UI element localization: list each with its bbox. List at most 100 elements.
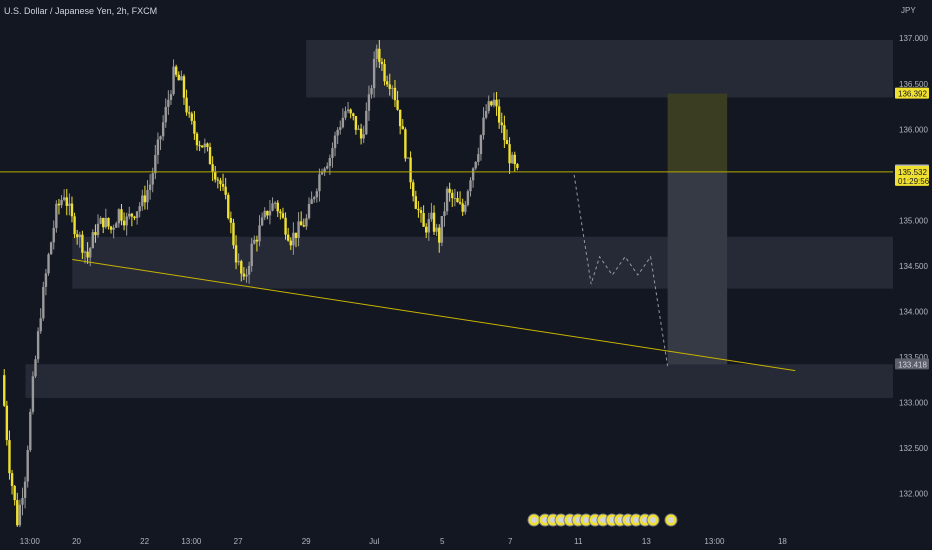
- candle-body: [469, 180, 472, 192]
- candle-body: [167, 99, 170, 107]
- candle-body: [419, 210, 423, 213]
- time-tick: 13:00: [20, 537, 41, 546]
- candle-body: [331, 148, 334, 159]
- candle-body: [177, 74, 180, 81]
- candle-body: [130, 213, 134, 217]
- candle-body: [276, 202, 279, 212]
- candle-body: [75, 234, 79, 238]
- candle-body: [409, 157, 412, 183]
- candle-body: [513, 154, 516, 165]
- candle-body: [289, 240, 292, 246]
- time-tick: 11: [574, 537, 583, 546]
- price-tick: 137.000: [899, 34, 928, 43]
- candle-body: [503, 125, 506, 141]
- candle-body: [385, 81, 389, 85]
- candle-body: [221, 184, 225, 187]
- candle-body: [445, 188, 449, 212]
- candle-body: [227, 194, 230, 219]
- candle-body: [299, 221, 303, 226]
- candle-body: [245, 274, 248, 277]
- candle-body: [73, 216, 76, 235]
- candle-body: [354, 115, 358, 130]
- candle-body: [3, 375, 6, 406]
- candle-body: [500, 122, 503, 126]
- candle-body: [425, 226, 428, 233]
- candle-body: [104, 217, 108, 228]
- candle-body: [302, 225, 305, 227]
- candle-body: [99, 217, 102, 224]
- price-tick: 134.000: [899, 307, 928, 316]
- entry-price-tag: [895, 87, 929, 99]
- candle-body: [388, 84, 391, 89]
- candle-body: [414, 196, 418, 209]
- candle-body: [240, 261, 243, 274]
- candle-body: [510, 154, 514, 164]
- candle-body: [47, 254, 50, 274]
- candle-body: [55, 203, 58, 228]
- candle-body: [461, 203, 464, 212]
- candle-body: [208, 147, 212, 165]
- price-tick: 135.000: [899, 216, 928, 225]
- event-dot-icon: [592, 517, 598, 523]
- candle-body: [5, 405, 9, 441]
- candle-body: [214, 171, 217, 180]
- candle-body: [508, 144, 511, 164]
- candle-body: [247, 265, 251, 275]
- candle-body: [62, 197, 66, 200]
- candle-body: [135, 211, 139, 219]
- candle-body: [107, 217, 110, 227]
- countdown-text: 01:29:56: [898, 177, 930, 186]
- profit-box: [667, 93, 728, 172]
- time-tick: 20: [72, 537, 81, 546]
- candle-body: [156, 139, 160, 155]
- candle-body: [406, 157, 410, 159]
- candle-body: [492, 99, 496, 106]
- candle-body: [159, 136, 162, 140]
- candle-body: [234, 245, 238, 263]
- economic-events[interactable]: [527, 513, 678, 527]
- event-dot-icon: [668, 517, 674, 523]
- candle-body: [190, 113, 193, 121]
- candle-body: [198, 145, 201, 147]
- candle-body: [96, 223, 100, 236]
- candle-body: [70, 203, 74, 217]
- candle-body: [187, 112, 191, 114]
- event-dot-icon: [609, 517, 615, 523]
- candle-body: [174, 66, 178, 75]
- candle-body: [83, 251, 87, 253]
- candle-body: [422, 212, 425, 227]
- candle-body: [297, 221, 300, 238]
- candle-body: [36, 331, 40, 360]
- candle-body: [195, 133, 199, 146]
- candle-body: [365, 110, 368, 135]
- candle-body: [464, 204, 467, 212]
- candle-body: [435, 227, 438, 232]
- event-dot-icon: [583, 517, 589, 523]
- candle-body: [273, 202, 277, 204]
- price-tick: 136.000: [899, 125, 928, 134]
- candle-body: [516, 164, 519, 168]
- candle-body: [151, 173, 154, 185]
- time-axis[interactable]: 13:00 20 22 13:00 27 29 Jul 5 7 11 13 13:00 18: [20, 537, 788, 546]
- time-tick: 7: [508, 537, 513, 546]
- target-price-tag: [895, 358, 929, 370]
- candle-body: [255, 239, 259, 242]
- candle-body: [372, 58, 376, 89]
- price-axis[interactable]: 137.000136.500136.000135.500135.000134.5…: [899, 34, 928, 498]
- candle-body: [458, 202, 462, 204]
- candle-body: [91, 232, 95, 249]
- currency-label: JPY: [901, 6, 916, 15]
- candle-body: [328, 158, 332, 166]
- candle-body: [396, 100, 399, 110]
- candle-body: [323, 168, 326, 173]
- candle-body: [52, 227, 55, 243]
- candle-body: [497, 106, 501, 123]
- candle-body: [122, 220, 126, 226]
- candle-body: [320, 172, 324, 175]
- candle-body: [34, 359, 37, 377]
- candle-body: [143, 195, 147, 203]
- candle-body: [94, 232, 97, 236]
- event-dot-icon: [633, 517, 639, 523]
- candle-body: [216, 179, 220, 181]
